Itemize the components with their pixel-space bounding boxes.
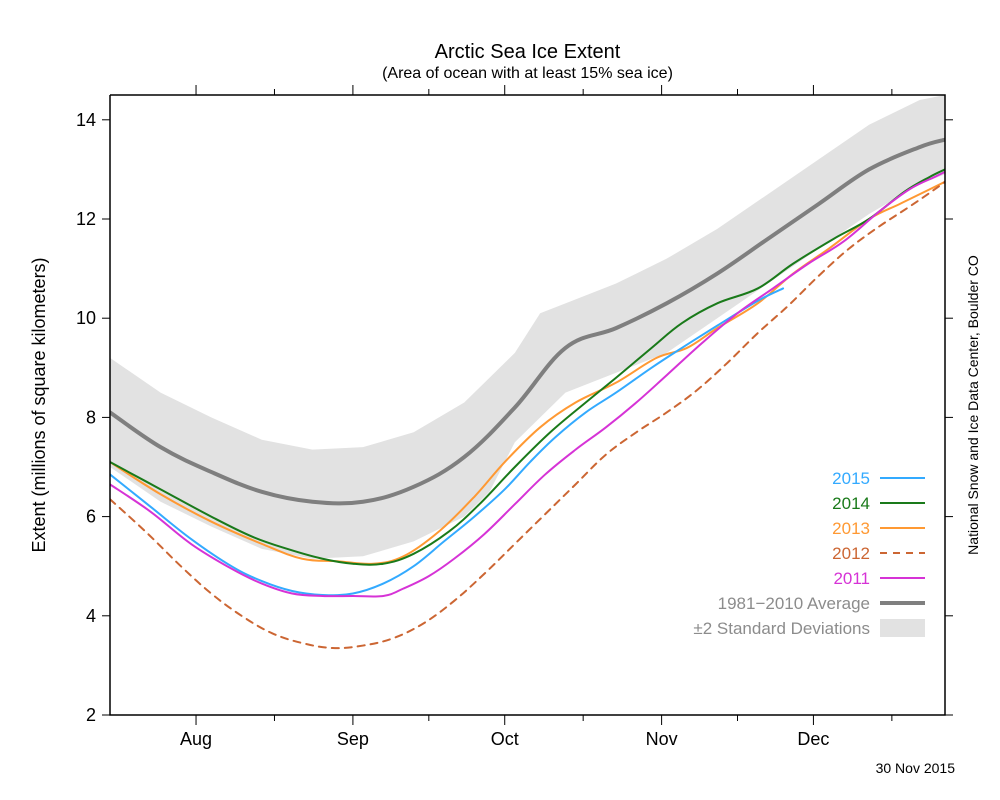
ytick-label: 10 [76,308,96,328]
ytick-label: 4 [86,606,96,626]
legend-label-std: ±2 Standard Deviations [693,619,870,638]
date-footer: 30 Nov 2015 [876,760,956,776]
legend-label-avg: 1981−2010 Average [718,594,870,613]
xtick-label: Nov [646,729,678,749]
legend-label: 2011 [833,569,870,588]
std-band [110,95,945,559]
legend-label: 2015 [832,469,870,488]
xtick-label: Aug [180,729,212,749]
ytick-label: 2 [86,705,96,725]
xtick-label: Dec [797,729,829,749]
chart-title: Arctic Sea Ice Extent [435,41,621,63]
y-axis-label: Extent (millions of square kilometers) [29,257,49,552]
legend-label: 2014 [832,494,870,513]
xtick-label: Oct [491,729,519,749]
chart-svg: 2 4 6 8 10 12 14 Aug Sep Oct Nov Dec Arctic Sea Ice … [0,0,1000,800]
legend-label: 2013 [832,519,870,538]
legend-label: 2012 [832,544,870,563]
xtick-label: Sep [337,729,369,749]
chart-container: 2 4 6 8 10 12 14 Aug Sep Oct Nov Dec Arctic Sea Ice … [0,0,1000,800]
legend-swatch-std [880,619,925,637]
ytick-label: 8 [86,407,96,427]
chart-subtitle: (Area of ocean with at least 15% sea ice… [382,65,673,82]
ytick-label: 6 [86,507,96,527]
ytick-label: 14 [76,110,96,130]
ytick-label: 12 [76,209,96,229]
attribution: National Snow and Ice Data Center, Bould… [965,255,981,555]
